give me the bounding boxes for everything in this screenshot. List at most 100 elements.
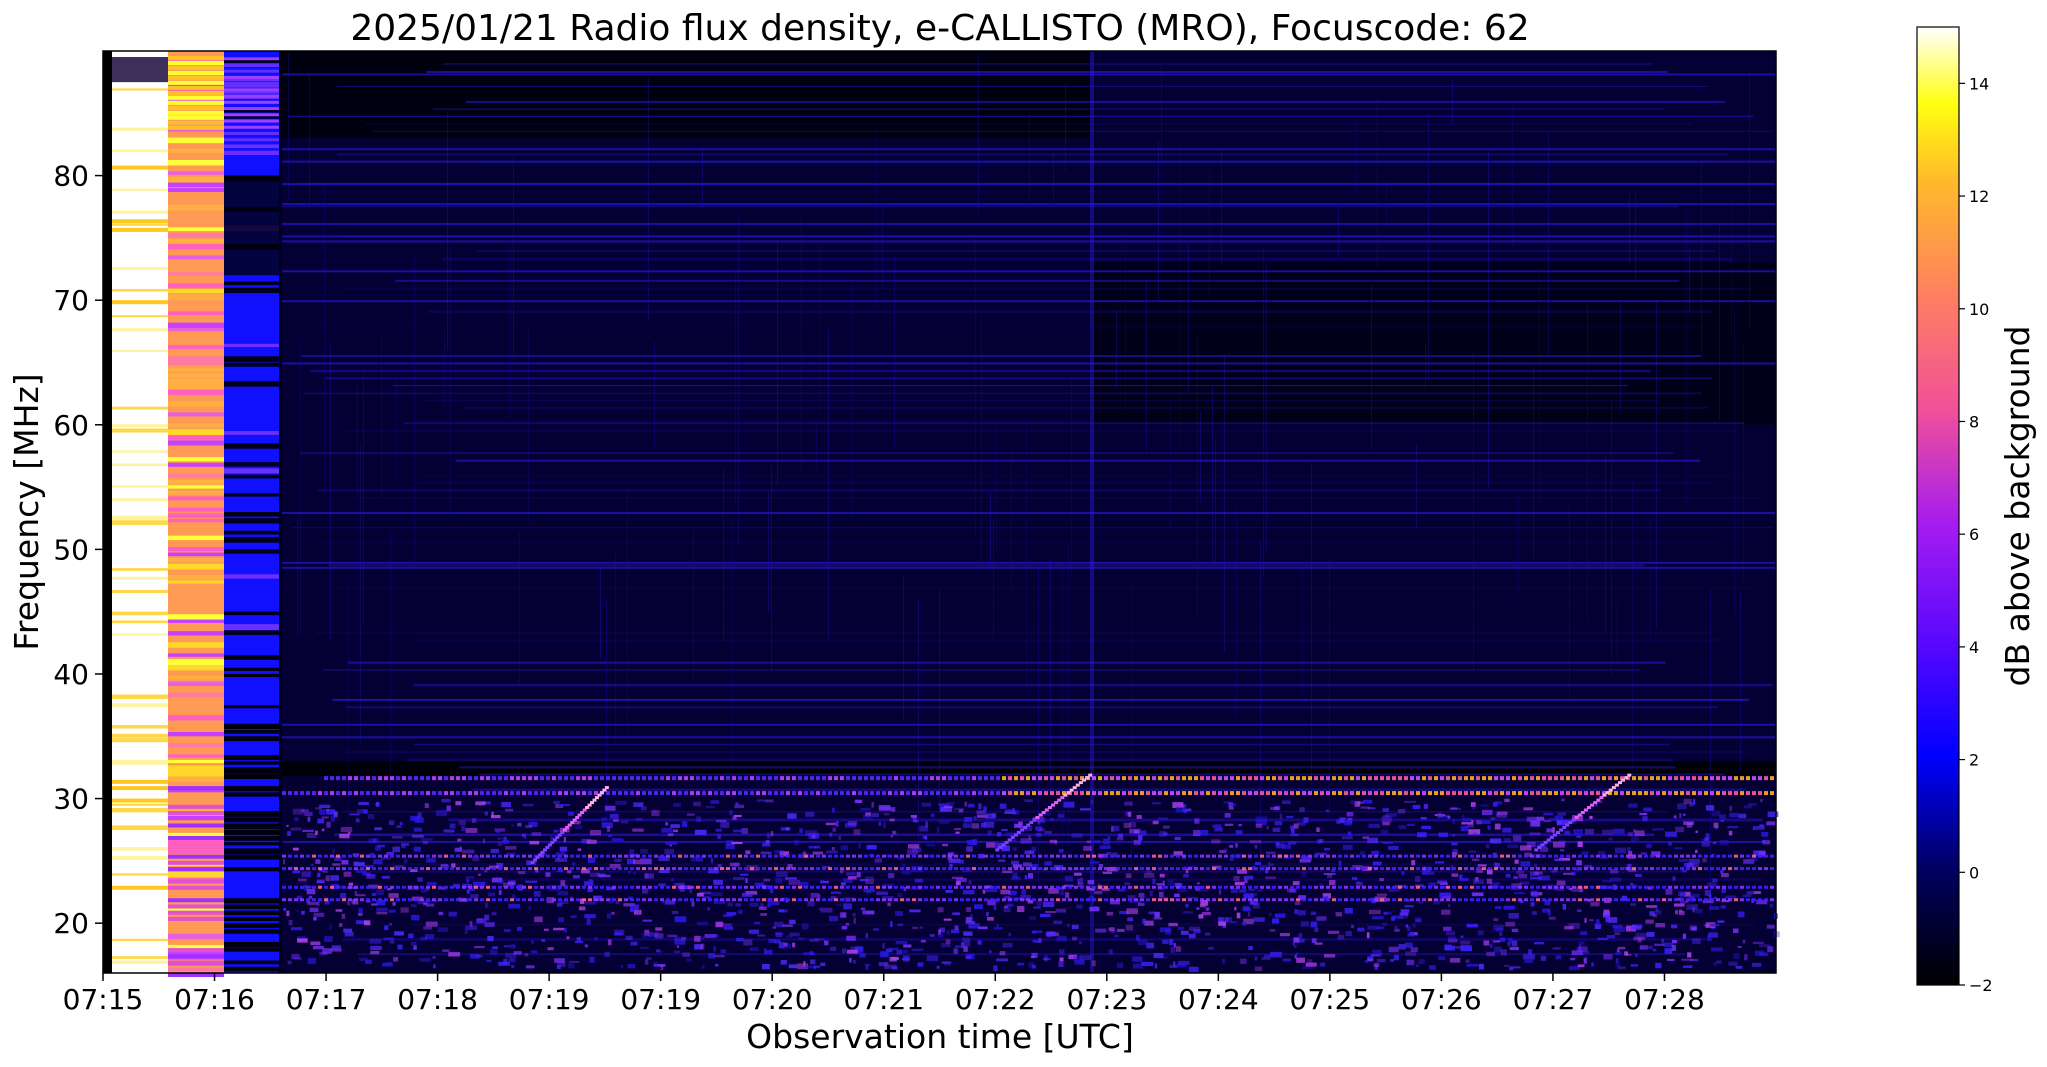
band-segment [810,898,814,902]
interference-patch [667,934,678,938]
band-segment [1752,885,1756,889]
interference-patch [294,817,299,822]
band-segment [1302,776,1306,781]
x-tick-label: 07:21 [843,983,924,1016]
noise-streak [1179,142,1180,449]
interference-patch [1481,820,1491,824]
interference-patch [335,909,343,912]
x-axis-label: Observation time [UTC] [746,1017,1134,1056]
band-segment [564,867,568,871]
interference-patch [1713,896,1717,899]
interference-patch [1695,849,1698,853]
interference-patch [1183,873,1189,878]
band-segment [822,867,826,871]
band-segment [900,776,904,781]
band-segment [1620,791,1624,796]
band-segment [294,867,298,871]
interference-patch [1477,864,1487,867]
band-segment [588,867,592,871]
calib-stripe [168,849,224,854]
burst-segment [1627,773,1632,777]
interference-patch [1157,817,1168,821]
interference-patch [1252,866,1256,871]
interference-patch [1712,878,1718,883]
interference-patch [1744,954,1748,961]
band-segment [966,867,970,871]
band-segment [624,898,628,902]
interference-patch [426,858,436,863]
noise-streak [1731,198,1732,335]
band-segment [1164,867,1168,871]
spectral-stripe [465,100,1725,104]
interference-patch [449,823,456,829]
burst-segment [1537,845,1542,849]
noise-streak [1734,308,1735,617]
band-segment [1116,885,1120,889]
interference-patch [1036,826,1043,832]
persistent-line [282,736,1776,739]
spectral-stripe [316,325,1705,327]
band-segment [1476,898,1480,902]
interference-patch [895,941,908,945]
burst-segment [1020,828,1025,832]
interference-patch [713,946,716,952]
interference-patch [883,813,890,816]
band-segment [1638,776,1642,781]
interference-patch [1324,847,1330,851]
interference-patch [1540,955,1547,961]
band-segment [1218,867,1222,871]
noise-streak [903,577,904,720]
interference-patch [1164,929,1172,935]
interference-patch [1518,874,1528,879]
spectral-stripe [346,706,1718,709]
band-segment [1038,776,1042,781]
calib-stripe [224,138,279,142]
band-segment [1020,885,1024,889]
interference-patch [464,929,468,934]
band-segment [426,791,430,796]
interference-patch [1655,908,1659,912]
interference-patch [1253,917,1265,922]
band-segment [1578,898,1582,902]
band-segment [1374,867,1378,871]
band-segment [1182,854,1186,858]
interference-patch [1337,934,1345,940]
interference-patch [1328,930,1340,934]
noise-streak [519,531,520,685]
calib-stripe [168,429,224,436]
calib-stripe [168,518,224,523]
band-segment [1410,898,1414,902]
calib-stripe [224,356,279,362]
band-segment [1470,776,1474,781]
band-segment [1584,867,1588,871]
band-segment [720,791,724,796]
interference-patch [1392,915,1404,919]
band-segment [300,791,304,796]
band-segment [414,791,418,796]
interference-patch [1020,894,1031,901]
interference-patch [670,824,680,828]
band-segment [1470,854,1474,858]
interference-patch [854,799,863,804]
band-segment [1140,791,1144,796]
interference-patch [525,880,538,883]
interference-patch [1254,844,1258,849]
interference-patch [1344,908,1353,914]
interference-patch [384,925,389,931]
interference-patch [1058,961,1064,967]
band-segment [1134,791,1138,796]
band-segment [1116,791,1120,796]
interference-patch [609,863,621,869]
interference-patch [1257,889,1263,892]
interference-patch [1475,877,1479,882]
band-segment [1374,898,1378,902]
interference-patch [884,964,897,969]
interference-patch [1381,816,1392,823]
band-segment [978,854,982,858]
noise-streak [396,380,397,481]
band-segment [1140,867,1144,871]
interference-patch [399,822,403,826]
band-segment [1416,854,1420,858]
band-segment [324,776,328,781]
calib-stripe [224,175,279,276]
